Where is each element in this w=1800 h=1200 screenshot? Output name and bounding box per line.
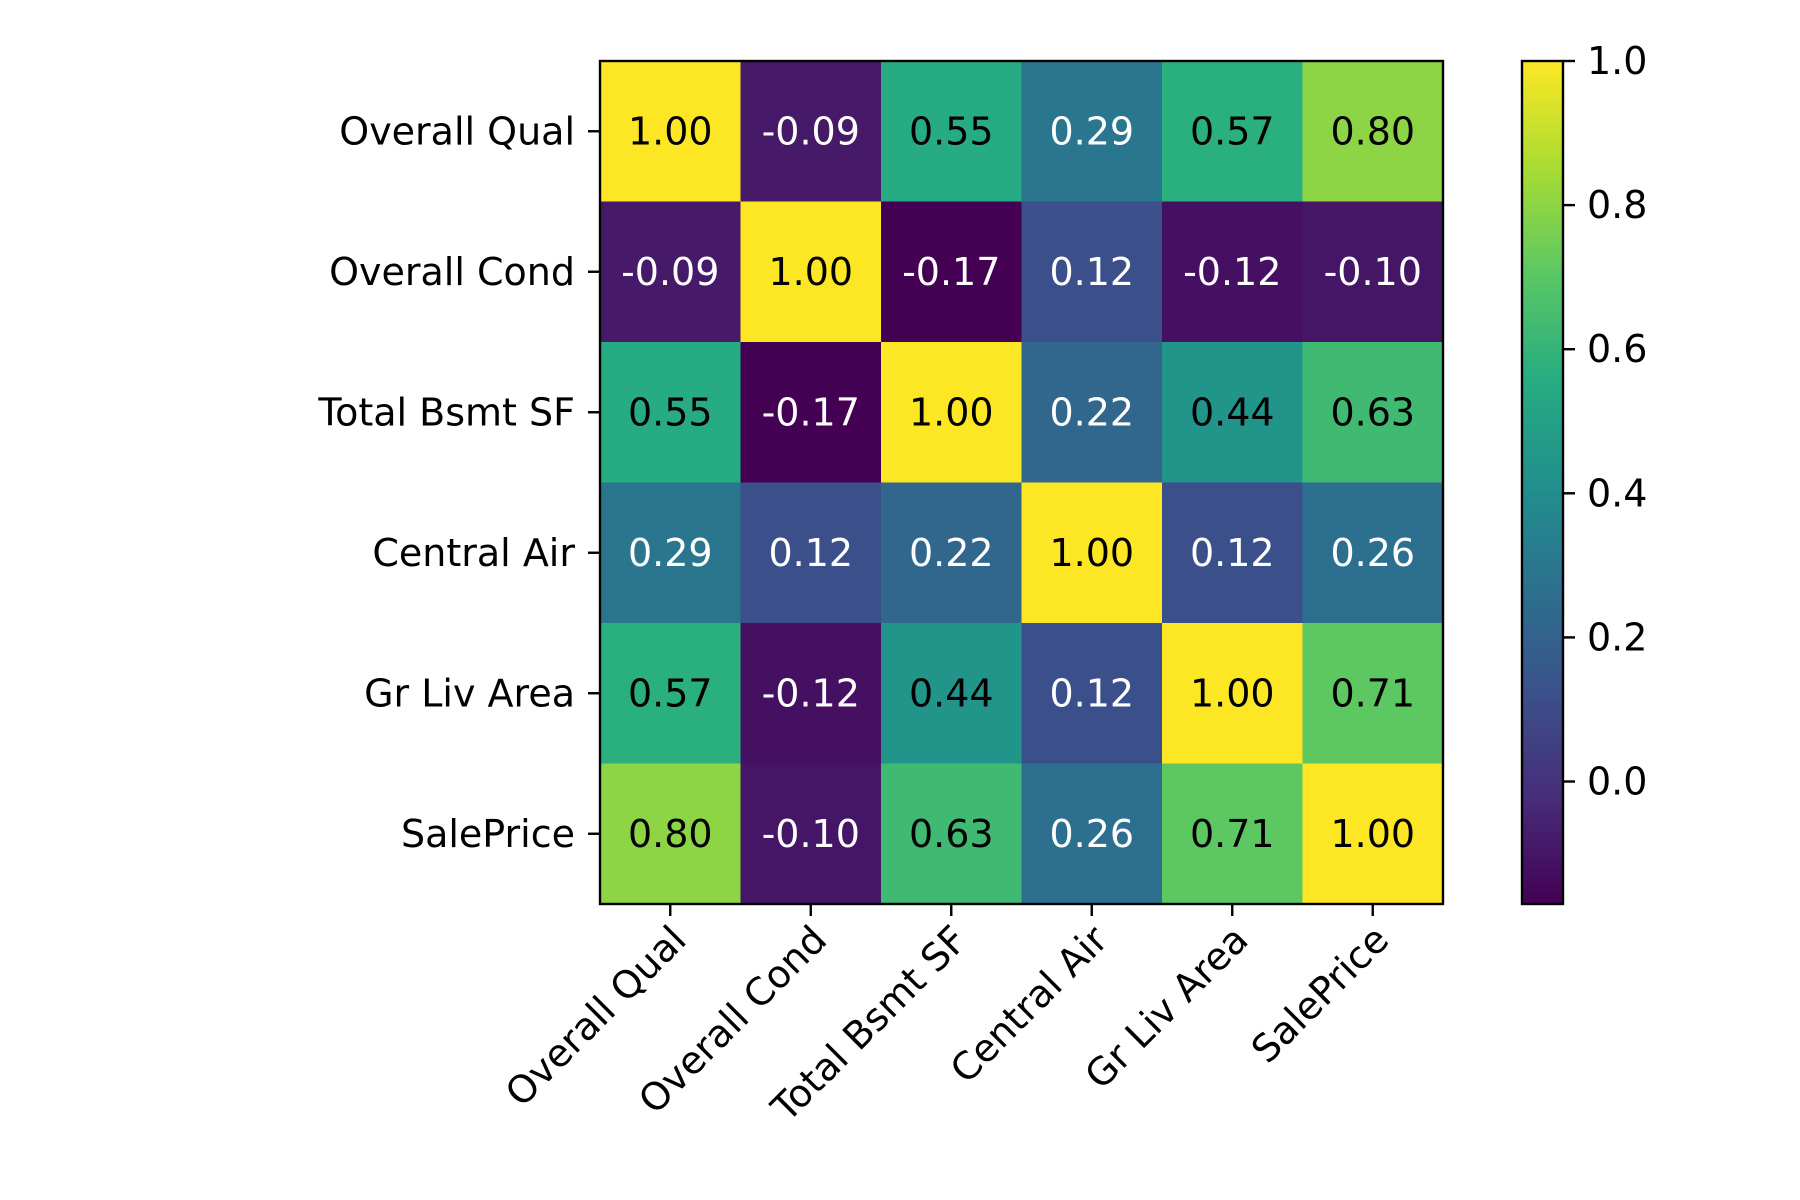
- cell-value-label-r5-c1: -0.10: [762, 812, 860, 856]
- cell-value-label-r3-c5: 0.26: [1330, 531, 1415, 575]
- cell-value-label-r1-c1: 1.00: [768, 250, 853, 294]
- cell-value-label-r0-c3: 0.29: [1049, 109, 1134, 153]
- heatmap-cell-r2-c4: [1162, 342, 1304, 484]
- y-tick-label-saleprice: SalePrice: [401, 812, 575, 856]
- y-tick-label-overall-qual: Overall Qual: [339, 109, 575, 153]
- heatmap-cell-r1-c1: [740, 201, 882, 343]
- heatmap-cell-r1-c2: [881, 201, 1023, 343]
- cell-value-label-r0-c4: 0.57: [1190, 109, 1275, 153]
- heatmap-cell-r3-c0: [600, 482, 742, 624]
- heatmap-cell-r2-c3: [1021, 342, 1163, 484]
- cell-value-label-r5-c3: 0.26: [1049, 812, 1134, 856]
- heatmap-cell-r3-c4: [1162, 482, 1304, 624]
- cell-value-label-r4-c3: 0.12: [1049, 671, 1134, 715]
- cell-value-label-r3-c3: 1.00: [1049, 531, 1134, 575]
- cell-value-label-r5-c2: 0.63: [909, 812, 994, 856]
- heatmap-cell-r5-c0: [600, 763, 742, 905]
- plot-frame: [598, 59, 1445, 906]
- cell-value-label-r2-c4: 0.44: [1190, 390, 1275, 434]
- heatmap-cell-r5-c4: [1162, 763, 1304, 905]
- y-tick-label-total-bsmt-sf: Total Bsmt SF: [317, 390, 575, 434]
- cell-value-label-r1-c2: -0.17: [902, 250, 1000, 294]
- colorbar-tick-label: 0.2: [1587, 615, 1647, 659]
- cell-value-label-r1-c4: -0.12: [1183, 250, 1281, 294]
- colorbar-tick-label: 1.0: [1587, 39, 1647, 83]
- heatmap-cell-r2-c0: [600, 342, 742, 484]
- colorbar-tick-label: 0.8: [1587, 183, 1647, 227]
- colorbar-tick-label: 0.6: [1587, 327, 1647, 371]
- cell-value-label-r1-c0: -0.09: [621, 250, 719, 294]
- heatmap-cell-r3-c3: [1021, 482, 1163, 624]
- cell-value-label-r2-c1: -0.17: [762, 390, 860, 434]
- heatmap-cell-r2-c2: [881, 342, 1023, 484]
- cell-value-label-r1-c3: 0.12: [1049, 250, 1134, 294]
- colorbar-frame: [1520, 59, 1565, 906]
- heatmap-cell-r4-c2: [881, 623, 1023, 765]
- cell-value-label-r1-c5: -0.10: [1324, 250, 1422, 294]
- cell-value-label-r2-c5: 0.63: [1330, 390, 1415, 434]
- heatmap-cell-r4-c0: [600, 623, 742, 765]
- heatmap-cell-r0-c1: [740, 61, 882, 203]
- heatmap-cell-r2-c1: [740, 342, 882, 484]
- colorbar: 0.0 0.2 0.4 0.6 0.8 1.0: [1520, 39, 1647, 906]
- cell-value-label-r3-c0: 0.29: [628, 531, 713, 575]
- colorbar-tick-label: 0.0: [1587, 760, 1647, 804]
- y-tick-label-overall-cond: Overall Cond: [329, 250, 575, 294]
- colorbar-tick-label: 0.4: [1587, 471, 1647, 515]
- heatmap-cell-r4-c1: [740, 623, 882, 765]
- heatmap-cell-r4-c3: [1021, 623, 1163, 765]
- heatmap-cell-r4-c5: [1302, 623, 1444, 765]
- cell-value-label-r0-c2: 0.55: [909, 109, 994, 153]
- heatmap-cells: 1.00 -0.09 0.55 0.29 0.57 0.80 -0.09 1.00 -0.17 0…: [600, 61, 1444, 905]
- cell-value-label-r0-c1: -0.09: [762, 109, 860, 153]
- cell-value-label-r4-c5: 0.71: [1330, 671, 1415, 715]
- y-tick-label-central-air: Central Air: [372, 531, 575, 575]
- heatmap-cell-r3-c1: [740, 482, 882, 624]
- x-tick-label-saleprice: SalePrice: [1243, 917, 1397, 1071]
- heatmap-cell-r1-c4: [1162, 201, 1304, 343]
- cell-value-label-r2-c3: 0.22: [1049, 390, 1134, 434]
- cell-value-label-r4-c0: 0.57: [628, 671, 713, 715]
- heatmap-cell-r3-c5: [1302, 482, 1444, 624]
- cell-value-label-r0-c0: 1.00: [628, 109, 713, 153]
- heatmap-cell-r2-c5: [1302, 342, 1444, 484]
- heatmap-cell-r0-c2: [881, 61, 1023, 203]
- y-tick-label-gr-liv-area: Gr Liv Area: [364, 671, 575, 715]
- heatmap-cell-r0-c3: [1021, 61, 1163, 203]
- cell-value-label-r4-c2: 0.44: [909, 671, 994, 715]
- heatmap-cell-r4-c4: [1162, 623, 1304, 765]
- cell-value-label-r5-c0: 0.80: [628, 812, 713, 856]
- heatmap-cell-r1-c3: [1021, 201, 1163, 343]
- heatmap-cell-r1-c0: [600, 201, 742, 343]
- cell-value-label-r3-c2: 0.22: [909, 531, 994, 575]
- heatmap-cell-r0-c0: [600, 61, 742, 203]
- cell-value-label-r5-c5: 1.00: [1330, 812, 1415, 856]
- cell-value-label-r5-c4: 0.71: [1190, 812, 1275, 856]
- cell-value-label-r0-c5: 0.80: [1330, 109, 1415, 153]
- heatmap-cell-r0-c4: [1162, 61, 1304, 203]
- cell-value-label-r2-c0: 0.55: [628, 390, 713, 434]
- heatmap-cell-r5-c5: [1302, 763, 1444, 905]
- cell-value-label-r3-c4: 0.12: [1190, 531, 1275, 575]
- heatmap-cell-r5-c3: [1021, 763, 1163, 905]
- heatmap-cell-r1-c5: [1302, 201, 1444, 343]
- cell-value-label-r4-c1: -0.12: [762, 671, 860, 715]
- heatmap-cell-r3-c2: [881, 482, 1023, 624]
- cell-value-label-r2-c2: 1.00: [909, 390, 994, 434]
- heatmap-cell-r5-c1: [740, 763, 882, 905]
- cell-value-label-r4-c4: 1.00: [1190, 671, 1275, 715]
- heatmap-cell-r5-c2: [881, 763, 1023, 905]
- colorbar-gradient: [1522, 61, 1563, 904]
- y-axis-ticks: Overall Qual Overall Cond Total Bsmt SF Cen…: [317, 109, 600, 856]
- cell-value-label-r3-c1: 0.12: [768, 531, 853, 575]
- heatmap-cell-r0-c5: [1302, 61, 1444, 203]
